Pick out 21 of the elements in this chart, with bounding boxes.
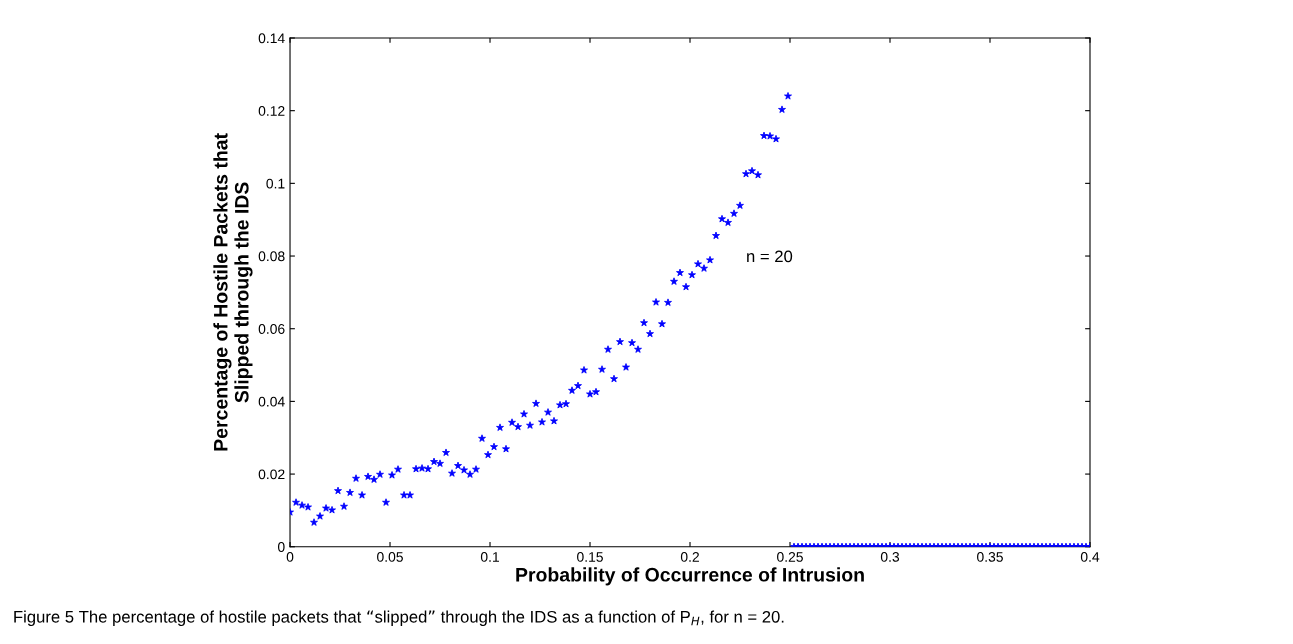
x-tick-label: 0.1 — [480, 551, 499, 562]
y-tick-label: 0.04 — [258, 396, 285, 407]
x-tick-label: 0.4 — [1080, 551, 1100, 562]
y-tick-label: 0.06 — [258, 324, 285, 334]
caption: Figure 5 The percentage of hostile packets that “slipped” through the IDS as a function of P$_{H}$, for n = 20. — [14, 610, 784, 627]
x-tick-label: 0.05 — [377, 551, 403, 562]
y-axis-title: Percentage of Hostile Packets that Slipped through the IDS — [213, 133, 253, 451]
y-tick-label: 0.08 — [258, 251, 285, 262]
annotation: n = 20 — [747, 250, 793, 263]
x-tick-label: 0.25 — [777, 551, 803, 562]
x-tick-label: 0.3 — [880, 551, 900, 562]
y-tick-label: 0.14 — [258, 33, 285, 44]
x-tick-label: 0.15 — [577, 551, 603, 562]
y-tick-label: 0.12 — [258, 106, 285, 116]
x-tick-label: 0.2 — [680, 551, 699, 562]
y-tick-label: 0.02 — [258, 469, 285, 480]
y-tick-label: 0.1 — [266, 178, 285, 189]
x-axis-title: Probability of Occurrence of Intrusion — [516, 567, 864, 586]
x-tick-label: 0 — [286, 551, 294, 562]
x-tick-label: 0.35 — [977, 551, 1003, 562]
y-tick-label: 0 — [277, 542, 285, 552]
